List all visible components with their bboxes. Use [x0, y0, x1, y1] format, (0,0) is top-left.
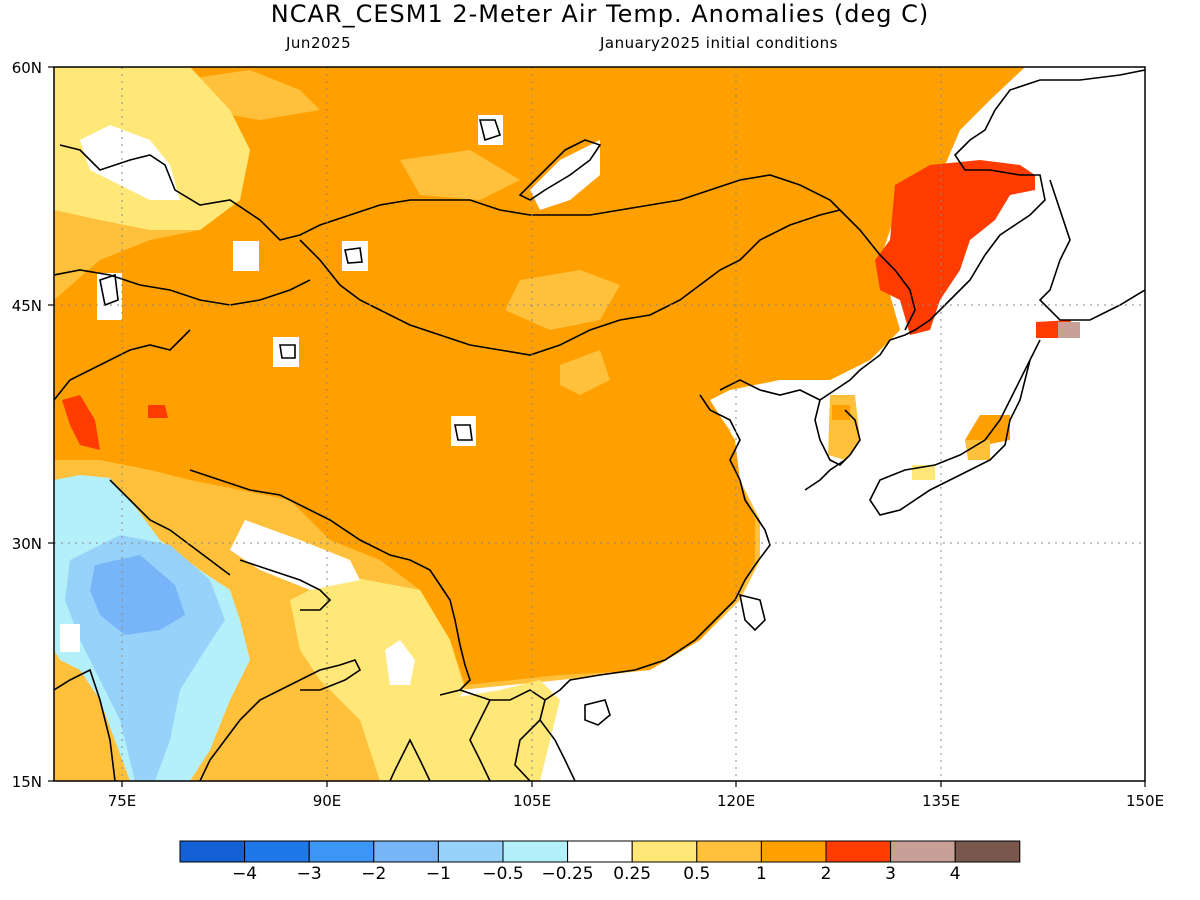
colorbar-swatch: [954, 840, 1021, 863]
colorbar-swatch: [244, 840, 310, 863]
colorbar-swatch: [696, 840, 762, 863]
forecast-month: Jun2025: [286, 34, 352, 52]
colorbar-label: −4: [232, 864, 257, 884]
lat-label: 15N: [12, 773, 42, 791]
anomaly-region-neg-1: [90, 555, 185, 635]
colorbar-swatch: [567, 840, 633, 863]
colorbar-label: −3: [297, 864, 322, 884]
colorbar-label: 0.25: [613, 864, 651, 884]
colorbar-label: −0.25: [542, 864, 594, 884]
lon-label: 90E: [313, 792, 342, 810]
colorbar-swatch: [308, 840, 375, 863]
colorbar-label: 2: [821, 864, 832, 884]
lat-label: 60N: [12, 59, 42, 77]
anomaly-region-1-2: [54, 67, 1025, 685]
graticule: [54, 67, 1145, 781]
colorbar-swatch: [760, 840, 827, 863]
lat-label: 45N: [12, 297, 42, 315]
colorbar-swatch: [631, 840, 698, 863]
colorbar-label: 0.5: [683, 864, 710, 884]
colorbar-label: −0.5: [482, 864, 523, 884]
colorbar-swatch: [373, 840, 439, 863]
lon-label: 150E: [1126, 792, 1164, 810]
anomaly-region-2-3: [875, 160, 1035, 335]
map-title: NCAR_CESM1 2-Meter Air Temp. Anomalies (…: [270, 0, 930, 28]
colorbar-swatch: [437, 840, 504, 863]
lon-label: 135E: [922, 792, 960, 810]
lon-label: 120E: [717, 792, 755, 810]
colorbar-swatch: [502, 840, 569, 863]
anomaly-field: [54, 67, 1145, 781]
colorbar-swatch: [825, 840, 892, 863]
colorbar-label: 3: [885, 864, 896, 884]
lat-label: 30N: [12, 535, 42, 553]
colorbar-label: 4: [950, 864, 961, 884]
colorbar-label: 1: [756, 864, 767, 884]
map-frame: [53, 66, 1146, 782]
colorbar-label: −1: [426, 864, 451, 884]
colorbar-swatch: [890, 840, 956, 863]
lon-label: 75E: [108, 792, 137, 810]
colorbar-swatch: [179, 840, 246, 863]
colorbar-label: −2: [361, 864, 386, 884]
colorbar: −4 −3 −2 −1 −0.5 −0.25 0.25 0.5 1 2 3 4: [179, 840, 1021, 884]
initial-conditions: January2025 initial conditions: [600, 34, 838, 52]
lon-label: 105E: [513, 792, 551, 810]
